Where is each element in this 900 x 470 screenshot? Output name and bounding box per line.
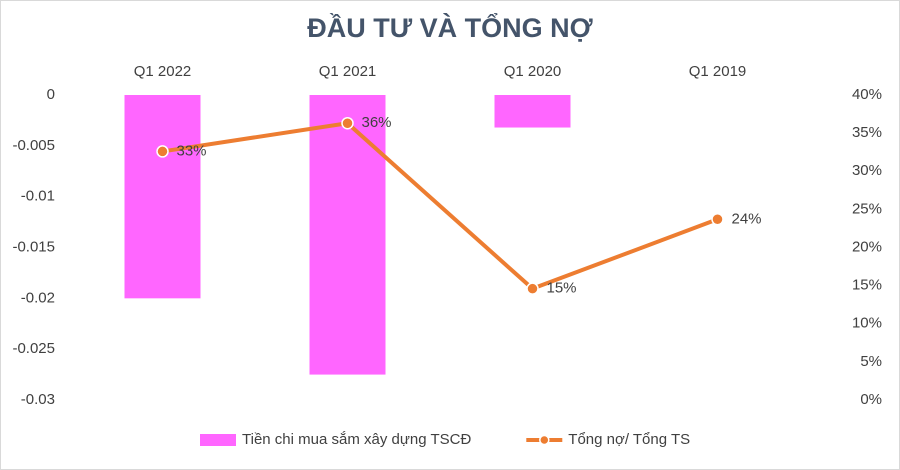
bar (309, 95, 386, 375)
y-tick-label: 0 (47, 86, 55, 103)
y2-tick-label: 15% (852, 277, 882, 294)
point (341, 116, 354, 130)
y-tick-label: -0.025 (12, 340, 55, 357)
x-tick-label: Q1 2020 (504, 63, 562, 80)
x-tick-label: Q1 2022 (134, 63, 192, 80)
point (526, 282, 539, 295)
y2-tick-label: 40% (852, 86, 882, 103)
y2-tick-label: 0% (860, 391, 882, 408)
y2-tick-label: 25% (852, 200, 882, 217)
legend-label: Tổng nợ/ Tổng TS (568, 431, 690, 448)
y2-tick-label: 10% (852, 315, 882, 332)
point (156, 145, 169, 158)
y-tick-label: -0.03 (21, 391, 55, 408)
bar (494, 95, 571, 128)
legend-swatch (200, 434, 236, 446)
y2-tick-label: 30% (852, 162, 882, 179)
y2-tick-label: 5% (860, 353, 882, 370)
bar (124, 95, 201, 299)
legend-swatch (539, 434, 550, 446)
chart-title: ĐẦU TƯ VÀ TỔNG NỢ (307, 12, 592, 43)
line (162, 121, 719, 291)
y-tick-label: -0.02 (21, 289, 55, 306)
legend-label: Tiền chi mua sắm xây dựng TSCĐ (242, 431, 471, 448)
y-tick-label: -0.005 (12, 137, 55, 154)
point (711, 213, 724, 226)
data-label: 15% (547, 280, 577, 297)
y-tick-label: -0.015 (12, 238, 55, 255)
data-label: 33% (177, 142, 207, 159)
y2-tick-label: 35% (852, 124, 882, 141)
data-label: 24% (732, 210, 762, 227)
y2-tick-label: 20% (852, 238, 882, 255)
x-tick-label: Q1 2019 (689, 63, 747, 80)
x-tick-label: Q1 2021 (319, 63, 377, 80)
data-label: 36% (362, 114, 392, 131)
y-tick-label: -0.01 (21, 188, 55, 205)
